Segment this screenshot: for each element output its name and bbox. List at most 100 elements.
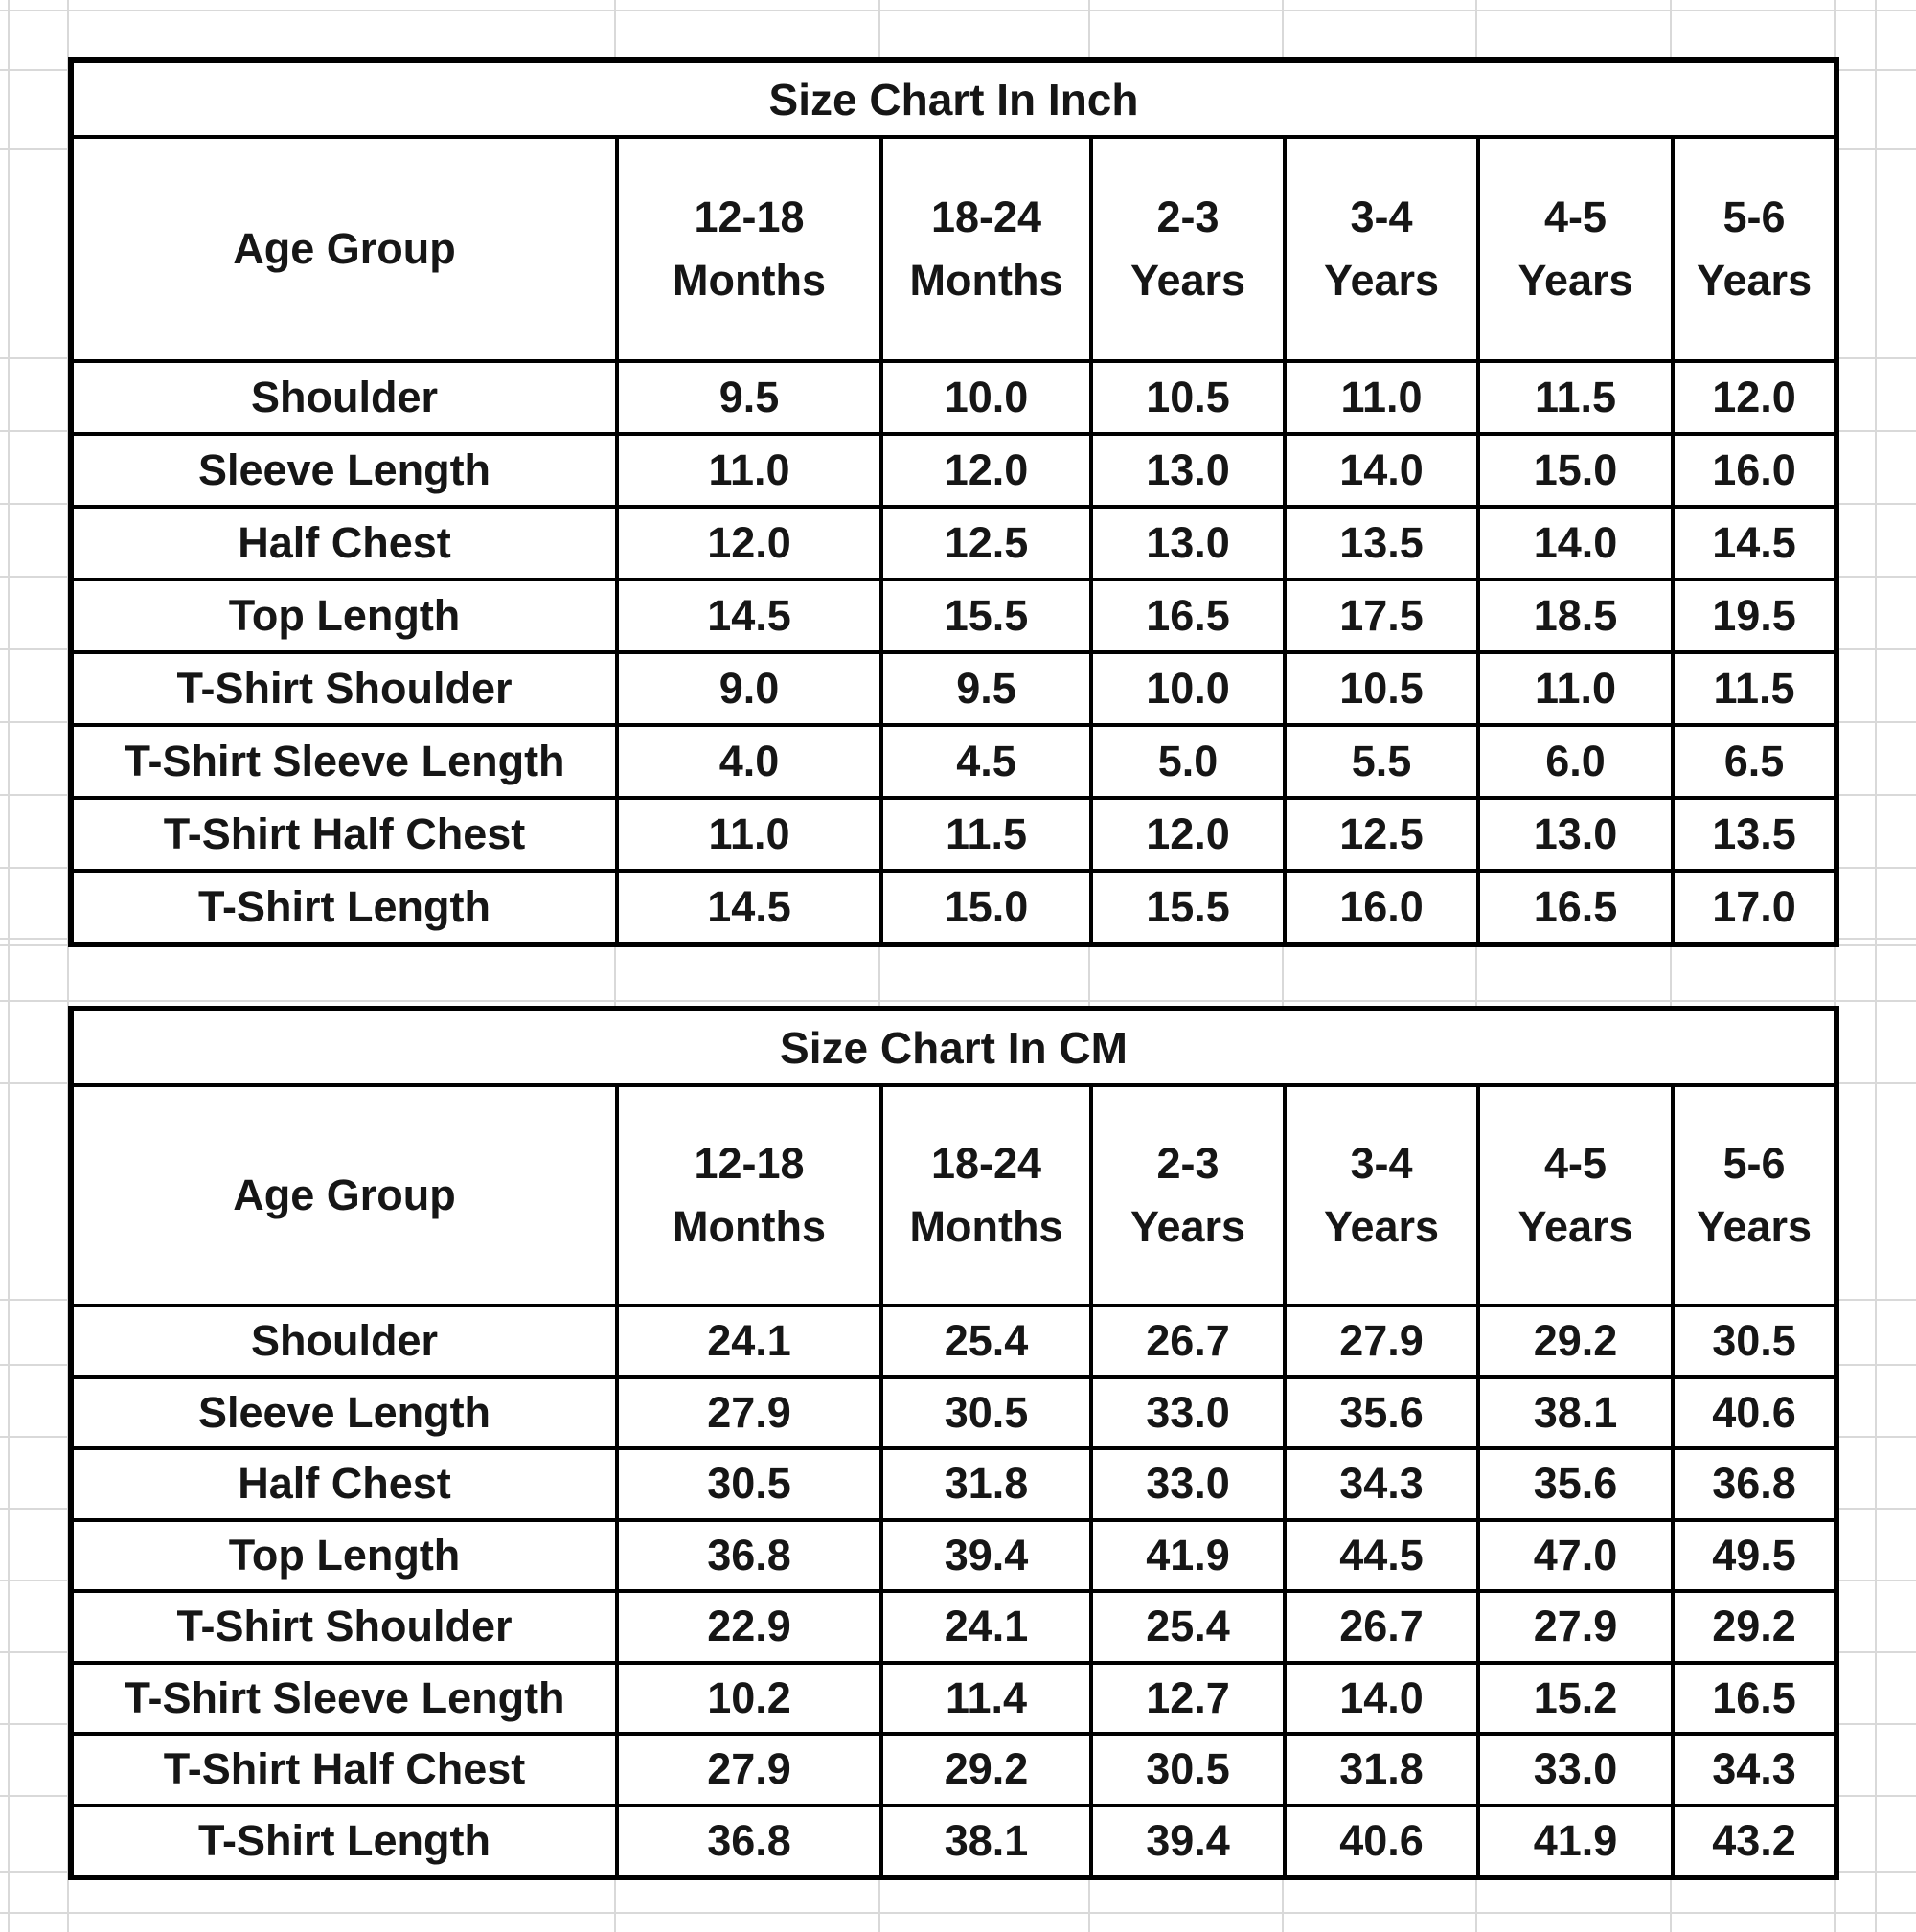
cell-value: 34.3 [1670, 1732, 1839, 1807]
cell-value: 24.1 [879, 1589, 1093, 1665]
table-row: T-Shirt Sleeve Length 4.0 4.5 5.0 5.5 6.0 6.5 [69, 723, 1839, 800]
cell-value: 12.0 [879, 432, 1093, 509]
column-header-unit: Years [1517, 1202, 1633, 1251]
column-header-range: 4-5 [1543, 193, 1608, 241]
column-header: 12-18 Months [615, 135, 883, 363]
cell-value: 33.0 [1089, 1446, 1287, 1522]
column-header: 5-6 Years [1670, 1083, 1839, 1307]
row-label: Sleeve Length [69, 432, 619, 509]
size-chart-grid: Size Chart In Inch Age Group 12-18 Months 18… [68, 57, 1840, 947]
gridline-v [1282, 0, 1284, 1932]
table-row: Shoulder 24.1 25.4 26.7 27.9 29.2 30.5 [69, 1304, 1839, 1379]
column-header-unit: Years [1129, 256, 1246, 305]
table-row: T-Shirt Shoulder 22.9 24.1 25.4 26.7 27.9 29.2 [69, 1589, 1839, 1665]
row-label: Shoulder [69, 359, 619, 436]
cell-value: 10.5 [1089, 359, 1287, 436]
gridline-v [1088, 0, 1090, 1932]
cell-value: 11.5 [1670, 650, 1839, 727]
table-header-row: Age Group 12-18 Months 18-24 Months 2-3 Years 3… [69, 1083, 1839, 1307]
cell-value: 6.5 [1670, 723, 1839, 800]
column-header-unit: Months [673, 1202, 826, 1251]
cell-value: 11.4 [879, 1660, 1093, 1736]
cell-value: 11.0 [615, 796, 883, 873]
row-label: Half Chest [69, 1446, 619, 1522]
cell-value: 30.5 [1089, 1732, 1287, 1807]
cell-value: 43.2 [1670, 1803, 1839, 1879]
cell-value: 13.0 [1476, 796, 1675, 873]
column-header-range: 3-4 [1350, 193, 1413, 241]
cell-value: 12.5 [1283, 796, 1480, 873]
cell-value: 14.5 [615, 578, 883, 654]
table-row: T-Shirt Half Chest 11.0 11.5 12.0 12.5 13.0 13… [69, 796, 1839, 873]
table-row: T-Shirt Length 36.8 38.1 39.4 40.6 41.9 43.2 [69, 1803, 1839, 1879]
column-header-range: 5-6 [1722, 1139, 1786, 1188]
cell-value: 14.5 [615, 869, 883, 946]
column-header: 2-3 Years [1089, 1083, 1287, 1307]
column-header: 12-18 Months [615, 1083, 883, 1307]
cell-value: 4.5 [879, 723, 1093, 800]
row-label: T-Shirt Shoulder [69, 650, 619, 727]
row-label: Top Length [69, 578, 619, 654]
cell-value: 36.8 [615, 1517, 883, 1593]
cell-value: 41.9 [1476, 1803, 1675, 1879]
table-row: Top Length 14.5 15.5 16.5 17.5 18.5 19.5 [69, 578, 1839, 654]
column-header: 3-4 Years [1283, 1083, 1480, 1307]
size-chart-grid: Size Chart In CM Age Group 12-18 Months 18-2… [68, 1006, 1840, 1880]
column-header-range: 3-4 [1350, 1139, 1413, 1188]
cell-value: 12.5 [879, 505, 1093, 581]
cell-value: 9.5 [879, 650, 1093, 727]
cell-value: 13.5 [1670, 796, 1839, 873]
column-header-unit: Years [1129, 1202, 1246, 1251]
cell-value: 10.5 [1283, 650, 1480, 727]
cell-value: 10.0 [1089, 650, 1287, 727]
cell-value: 15.5 [1089, 869, 1287, 946]
cell-value: 36.8 [615, 1803, 883, 1879]
table-row: T-Shirt Sleeve Length 10.2 11.4 12.7 14.0 15.… [69, 1660, 1839, 1736]
cell-value: 13.0 [1089, 432, 1287, 509]
table-title: Size Chart In Inch [68, 58, 1839, 139]
cell-value: 35.6 [1476, 1446, 1675, 1522]
cell-value: 14.0 [1283, 1660, 1480, 1736]
cell-value: 12.0 [1670, 359, 1839, 436]
column-header: 18-24 Months [879, 1083, 1093, 1307]
column-header: 4-5 Years [1476, 135, 1675, 363]
cell-value: 29.2 [879, 1732, 1093, 1807]
cell-value: 11.0 [1283, 359, 1480, 436]
cell-value: 26.7 [1089, 1304, 1287, 1379]
cell-value: 6.0 [1476, 723, 1675, 800]
gridline-h [0, 10, 1916, 11]
column-header-range: 2-3 [1156, 193, 1220, 241]
table-title: Size Chart In CM [68, 1007, 1839, 1087]
row-label: Half Chest [69, 505, 619, 581]
cell-value: 11.0 [615, 432, 883, 509]
column-header-range: 12-18 [694, 193, 805, 241]
table-row: T-Shirt Half Chest 27.9 29.2 30.5 31.8 33.0 34… [69, 1732, 1839, 1807]
cell-value: 5.5 [1283, 723, 1480, 800]
gridline-v [1875, 0, 1877, 1932]
cell-value: 16.5 [1670, 1660, 1839, 1736]
cell-value: 38.1 [879, 1803, 1093, 1879]
cell-value: 24.1 [615, 1304, 883, 1379]
table-row: Top Length 36.8 39.4 41.9 44.5 47.0 49.5 [69, 1517, 1839, 1593]
column-header-range: 18-24 [930, 193, 1042, 241]
gridline-h [0, 1000, 1916, 1002]
cell-value: 34.3 [1283, 1446, 1480, 1522]
row-label: Shoulder [69, 1304, 619, 1379]
cell-value: 30.5 [1670, 1304, 1839, 1379]
cell-value: 41.9 [1089, 1517, 1287, 1593]
cell-value: 33.0 [1476, 1732, 1675, 1807]
column-header-range: 2-3 [1156, 1139, 1220, 1188]
cell-value: 35.6 [1283, 1375, 1480, 1450]
column-header: 3-4 Years [1283, 135, 1480, 363]
column-header-unit: Years [1696, 256, 1813, 305]
table-title-row: Size Chart In CM [68, 1007, 1839, 1087]
cell-value: 27.9 [1283, 1304, 1480, 1379]
row-label: T-Shirt Half Chest [69, 796, 619, 873]
table-row: Half Chest 30.5 31.8 33.0 34.3 35.6 36.8 [69, 1446, 1839, 1522]
row-label: T-Shirt Sleeve Length [69, 1660, 619, 1736]
row-label: T-Shirt Length [69, 869, 619, 946]
column-header-unit: Months [909, 256, 1063, 305]
table-row: Sleeve Length 27.9 30.5 33.0 35.6 38.1 40.6 [69, 1375, 1839, 1450]
cell-value: 40.6 [1283, 1803, 1480, 1879]
gridline-h [0, 1912, 1916, 1914]
